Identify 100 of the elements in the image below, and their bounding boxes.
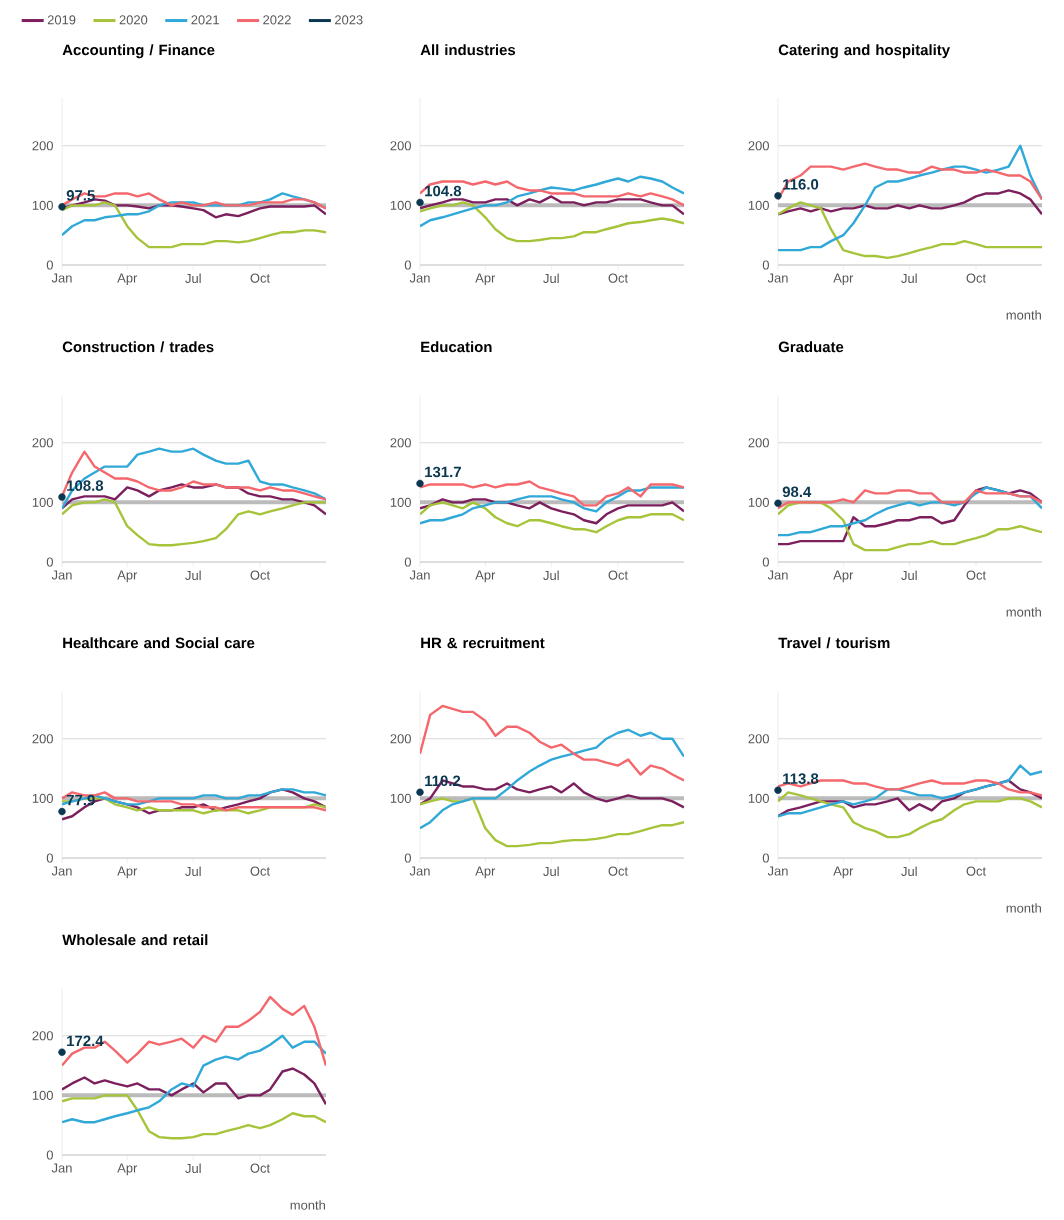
chart-title: Healthcare and Social care	[63, 637, 255, 649]
line-series	[62, 1034, 326, 1124]
y-tick-label: 200	[32, 734, 53, 744]
x-tick-label: Jan	[767, 273, 788, 283]
y-tick-label: 0	[404, 853, 411, 863]
x-tick-label: Oct	[608, 273, 628, 283]
x-tick-label: Jan	[51, 273, 72, 283]
x-tick-label: Oct	[250, 273, 270, 283]
x-axis-title: month	[1006, 607, 1041, 617]
y-tick-label: 200	[748, 141, 769, 151]
x-tick-label: Jul	[901, 866, 917, 877]
chart-title: Accounting / Finance	[62, 44, 215, 59]
x-tick-label: Oct	[966, 866, 986, 876]
line-series	[778, 764, 1043, 818]
x-tick-label: Oct	[250, 1163, 270, 1173]
x-axis-title: month	[1006, 310, 1041, 320]
y-tick-label: 0	[762, 260, 769, 270]
y-tick-label: 0	[46, 260, 53, 270]
x-tick-label: Jul	[185, 866, 201, 877]
y-tick-label: 100	[390, 200, 411, 210]
chart-title: Wholesale and retail	[62, 934, 208, 946]
y-tick-label: 200	[390, 141, 411, 151]
x-tick-label: Apr	[117, 866, 138, 879]
x-tick-label: Jul	[543, 866, 559, 877]
y-tick-label: 200	[748, 438, 769, 448]
x-tick-label: Jan	[409, 273, 430, 283]
y-tick-label: 100	[32, 497, 53, 507]
line-series	[62, 1067, 326, 1106]
x-tick-label: Apr	[475, 866, 496, 879]
y-tick-label: 0	[46, 853, 53, 863]
x-tick-label: Jan	[51, 1163, 72, 1173]
x-tick-label: Jan	[767, 866, 788, 876]
chart-title: HR & recruitment	[421, 637, 545, 649]
chart-title: Graduate	[778, 341, 844, 353]
x-tick-label: Oct	[608, 866, 628, 876]
legend-label: 2022	[263, 15, 291, 25]
x-tick-label: Apr	[833, 273, 854, 286]
y-tick-label: 200	[32, 141, 53, 151]
data-label: 131.7	[425, 466, 461, 478]
x-tick-label: Jul	[543, 273, 559, 284]
y-tick-label: 100	[748, 200, 769, 210]
x-tick-label: Jul	[543, 570, 559, 581]
x-tick-label: Oct	[250, 866, 270, 876]
chart-title: Education	[421, 341, 492, 353]
x-tick-label: Oct	[966, 570, 986, 580]
y-tick-label: 100	[390, 793, 411, 803]
x-tick-label: Oct	[608, 570, 628, 580]
x-tick-label: Jan	[767, 570, 788, 580]
x-tick-label: Apr	[833, 866, 854, 879]
x-tick-label: Apr	[117, 273, 138, 286]
y-tick-label: 100	[390, 497, 411, 507]
x-tick-label: Jan	[51, 866, 72, 876]
y-tick-label: 200	[390, 438, 411, 448]
x-axis-title: month	[290, 1200, 325, 1210]
y-tick-label: 0	[404, 557, 411, 567]
x-tick-label: Jul	[901, 570, 917, 581]
y-tick-label: 200	[390, 734, 411, 744]
chart-title: All industries	[420, 44, 516, 56]
x-tick-label: Jan	[409, 570, 430, 580]
y-tick-label: 100	[32, 793, 53, 803]
x-tick-label: Jul	[185, 570, 201, 581]
x-tick-label: Jan	[409, 866, 430, 876]
data-label: 113.8	[783, 773, 819, 784]
x-tick-label: Oct	[250, 570, 270, 580]
x-tick-label: Jul	[185, 273, 201, 284]
y-tick-label: 100	[748, 497, 769, 507]
line-series	[420, 175, 685, 228]
x-tick-label: Jan	[51, 570, 72, 580]
chart-title: Construction / trades	[62, 341, 214, 353]
y-tick-label: 100	[748, 793, 769, 803]
y-tick-label: 0	[404, 260, 411, 270]
y-tick-label: 0	[762, 853, 769, 863]
y-tick-label: 200	[32, 438, 53, 448]
x-tick-label: Apr	[117, 570, 138, 583]
line-series	[778, 189, 1043, 216]
y-tick-label: 0	[46, 1150, 53, 1160]
y-tick-label: 200	[32, 1031, 53, 1041]
data-label: 110.2	[425, 775, 461, 787]
legend-label: 2019	[47, 15, 76, 25]
y-tick-label: 200	[748, 734, 769, 744]
x-tick-label: Jul	[901, 273, 917, 284]
line-series	[420, 201, 685, 243]
data-label: 172.4	[67, 1035, 104, 1046]
x-tick-label: Apr	[475, 273, 496, 286]
chart-title: Catering and hospitality	[778, 44, 950, 59]
legend-label: 2023	[335, 15, 363, 25]
legend-label: 2021	[191, 15, 219, 25]
y-tick-label: 0	[762, 557, 769, 567]
line-series	[62, 995, 326, 1067]
y-tick-label: 100	[32, 200, 53, 210]
x-tick-label: Apr	[833, 570, 854, 583]
line-series	[420, 797, 685, 848]
legend-label: 2020	[119, 15, 148, 25]
y-tick-label: 0	[46, 557, 53, 567]
chart-title: Travel / tourism	[778, 637, 890, 649]
x-tick-label: Jul	[185, 1163, 201, 1174]
data-label: 98.4	[782, 486, 812, 498]
x-tick-label: Apr	[117, 1163, 138, 1176]
data-label: 104.8	[425, 185, 462, 197]
x-tick-label: Apr	[475, 570, 496, 583]
